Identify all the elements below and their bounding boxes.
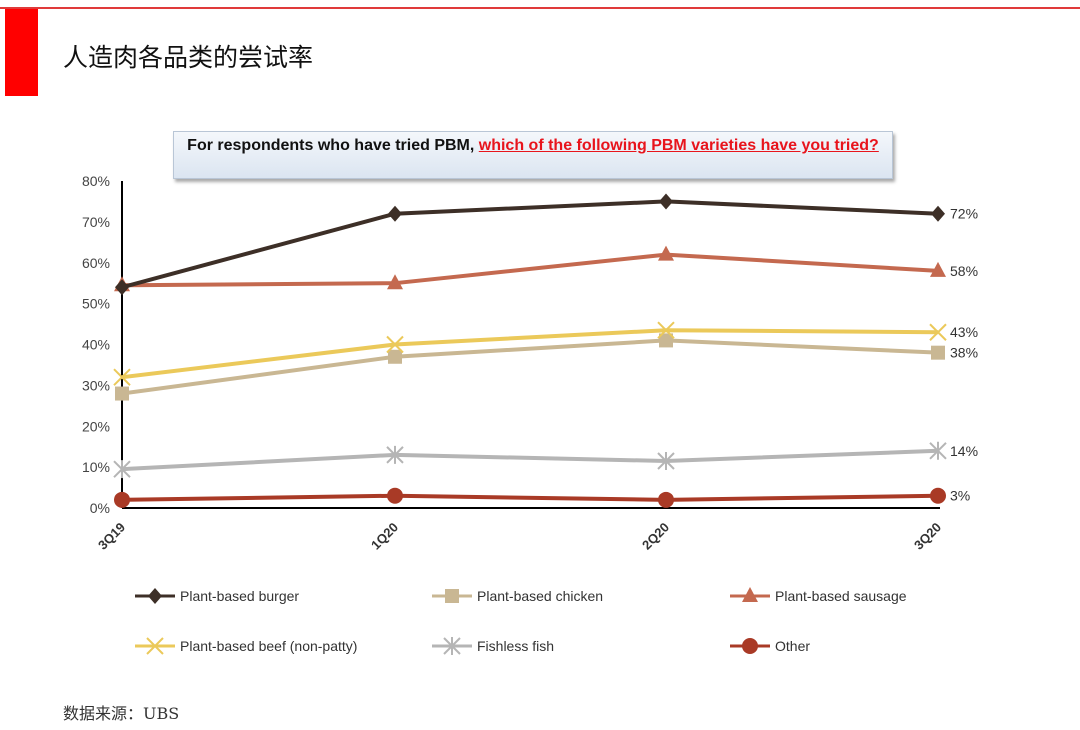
series-line xyxy=(121,493,939,502)
legend-marker xyxy=(146,637,164,655)
series-line xyxy=(121,252,939,288)
y-tick-label: 70% xyxy=(82,214,110,230)
question-highlight: which of the following PBM varieties hav… xyxy=(478,137,879,154)
data-point xyxy=(387,487,403,504)
end-label: 43% xyxy=(950,324,978,340)
data-point xyxy=(929,323,947,341)
end-label: 3% xyxy=(950,488,970,504)
x-tick-label: 1Q20 xyxy=(368,520,401,553)
page-title: 人造肉各品类的尝试率 xyxy=(63,43,314,72)
legend-label: Plant-based burger xyxy=(180,588,299,604)
legend-marker xyxy=(742,587,758,602)
data-point xyxy=(658,491,674,508)
data-point xyxy=(386,445,404,464)
x-tick-label: 3Q19 xyxy=(95,520,128,553)
legend-label: Other xyxy=(775,638,810,654)
legend-label: Plant-based chicken xyxy=(477,588,603,604)
end-label: 58% xyxy=(950,263,978,279)
data-point xyxy=(929,441,947,460)
legend-label: Plant-based sausage xyxy=(775,588,907,604)
question-text: For respondents who have tried PBM, xyxy=(187,137,479,154)
end-label: 72% xyxy=(950,206,978,222)
data-point xyxy=(113,460,131,479)
data-point xyxy=(931,205,945,222)
legend-marker xyxy=(742,638,758,654)
series-line xyxy=(121,338,939,396)
data-point xyxy=(114,491,130,508)
data-point xyxy=(657,451,675,470)
data-point xyxy=(930,261,946,277)
data-point xyxy=(115,386,129,401)
y-tick-label: 0% xyxy=(90,500,110,516)
data-point xyxy=(387,274,403,290)
data-point xyxy=(931,345,945,360)
series-line xyxy=(121,328,939,380)
y-tick-label: 60% xyxy=(82,255,110,271)
y-tick-label: 40% xyxy=(82,337,110,353)
data-point xyxy=(115,279,129,296)
top-rule xyxy=(0,7,1080,9)
y-tick-label: 80% xyxy=(82,173,110,189)
end-label: 14% xyxy=(950,443,978,459)
series-line xyxy=(121,448,939,472)
legend-marker xyxy=(443,637,461,655)
data-point xyxy=(657,321,675,339)
legend-marker xyxy=(148,588,162,604)
data-point xyxy=(658,245,674,261)
end-label: 38% xyxy=(950,345,978,361)
data-point xyxy=(930,487,946,504)
question-box: For respondents who have tried PBM, whic… xyxy=(173,131,893,179)
y-tick-label: 30% xyxy=(82,377,110,393)
data-point xyxy=(113,368,131,386)
data-point xyxy=(659,193,673,210)
legend-label: Fishless fish xyxy=(477,638,554,654)
y-tick-label: 50% xyxy=(82,296,110,312)
x-tick-label: 3Q20 xyxy=(911,520,944,553)
data-point xyxy=(388,349,402,364)
accent-bar xyxy=(5,9,38,96)
data-point xyxy=(659,333,673,348)
y-tick-label: 10% xyxy=(82,459,110,475)
legend-marker xyxy=(445,589,459,603)
legend-label: Plant-based beef (non-patty) xyxy=(180,638,357,654)
data-point xyxy=(388,205,402,222)
data-point xyxy=(386,335,404,354)
x-tick-label: 2Q20 xyxy=(639,520,672,553)
source-note: 数据来源：UBS xyxy=(63,704,180,723)
series-line xyxy=(121,199,939,290)
y-tick-label: 20% xyxy=(82,418,110,434)
